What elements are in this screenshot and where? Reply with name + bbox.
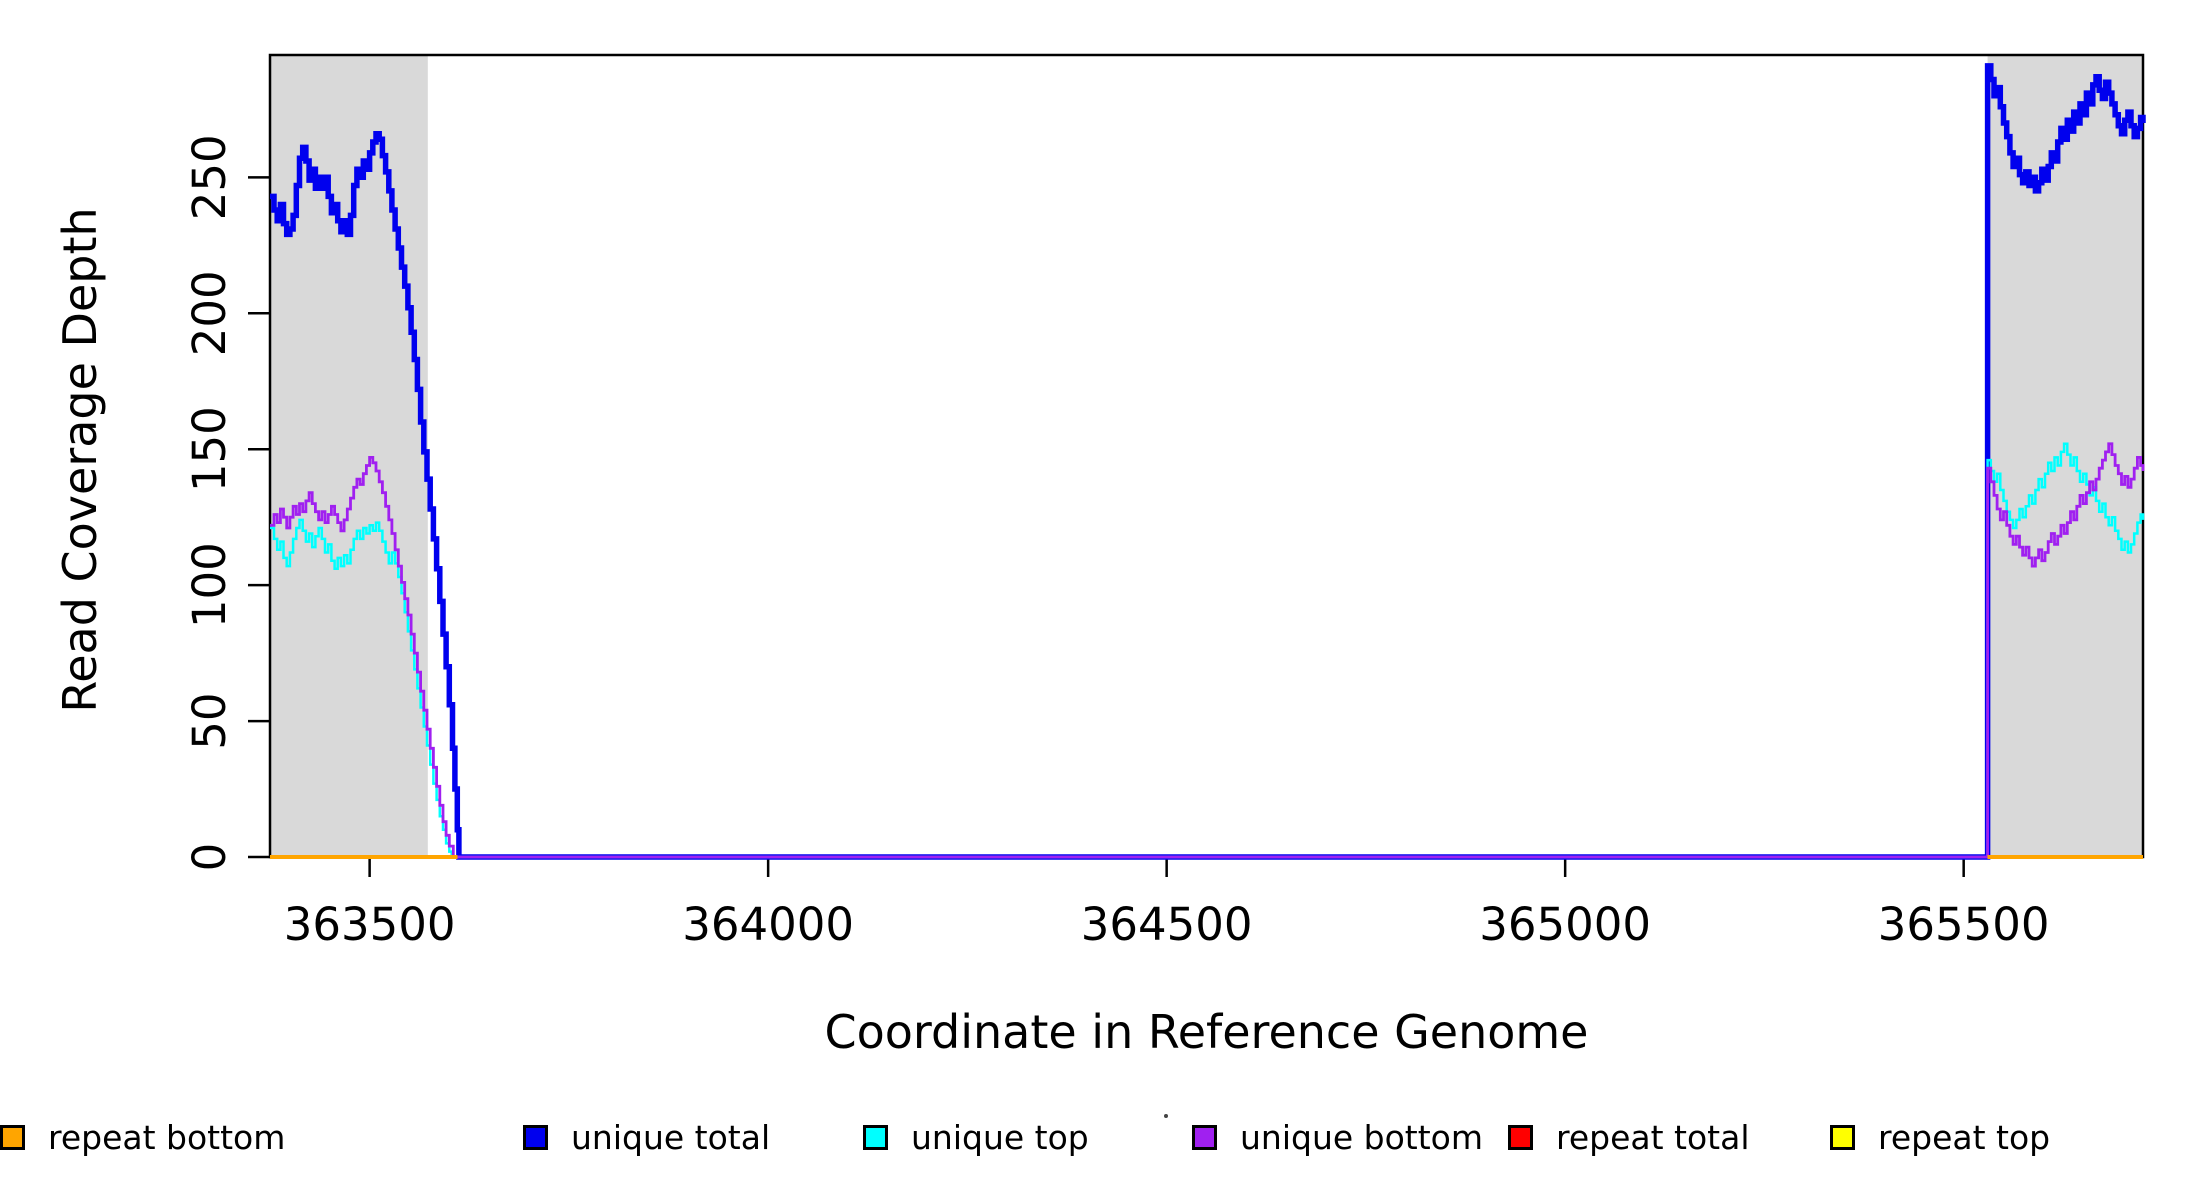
y-tick-label: 250 (183, 134, 236, 220)
y-tick-label: 200 (183, 270, 236, 356)
y-tick-label: 100 (183, 542, 236, 628)
y-tick-label: 0 (183, 843, 236, 872)
legend-item-label: repeat top (1878, 1118, 2051, 1157)
stray-dot-artifact (1164, 1114, 1168, 1118)
y-axis-title: Read Coverage Depth (53, 207, 107, 713)
y-tick-label: 150 (183, 406, 236, 492)
plot-border (268, 53, 2145, 859)
legend-swatch-icon (1830, 1125, 1855, 1150)
series-unique-total (270, 63, 2146, 860)
legend-item-label: unique total (571, 1118, 771, 1157)
legend-item-label: unique top (911, 1118, 1089, 1157)
legend-swatch-icon (1192, 1125, 1217, 1150)
x-tick-label: 364000 (682, 898, 854, 951)
legend-item-repeat-top: repeat top (1830, 1118, 2050, 1157)
series-unique-bottom (270, 442, 2145, 859)
legend-item-unique-total: unique total (523, 1118, 770, 1157)
legend-swatch-icon (0, 1125, 25, 1150)
legend-item-label: repeat bottom (48, 1118, 286, 1157)
legend-swatch-icon (863, 1125, 888, 1150)
legend-item-label: unique bottom (1240, 1118, 1484, 1157)
left-repeat-region (270, 55, 428, 857)
series-unique-top (270, 442, 2145, 859)
x-axis-title: Coordinate in Reference Genome (824, 1005, 1589, 1059)
legend-item-unique-bottom: unique bottom (1192, 1118, 1483, 1157)
x-tick-label: 365500 (1878, 898, 2050, 951)
legend-item-label: repeat total (1556, 1118, 1750, 1157)
legend: unique total unique top unique bottom re… (0, 0, 2200, 1157)
x-tick-label: 363500 (284, 898, 456, 951)
legend-swatch-icon (523, 1125, 548, 1150)
legend-item-repeat-bottom: repeat bottom (0, 1118, 285, 1157)
x-tick-label: 365000 (1479, 898, 1651, 951)
x-tick-label: 364500 (1081, 898, 1253, 951)
right-repeat-region (1987, 55, 2143, 857)
y-tick-label: 50 (183, 692, 236, 749)
legend-item-repeat-total: repeat total (1508, 1118, 1750, 1157)
legend-item-unique-top: unique top (863, 1118, 1089, 1157)
legend-swatch-icon (1508, 1125, 1533, 1150)
